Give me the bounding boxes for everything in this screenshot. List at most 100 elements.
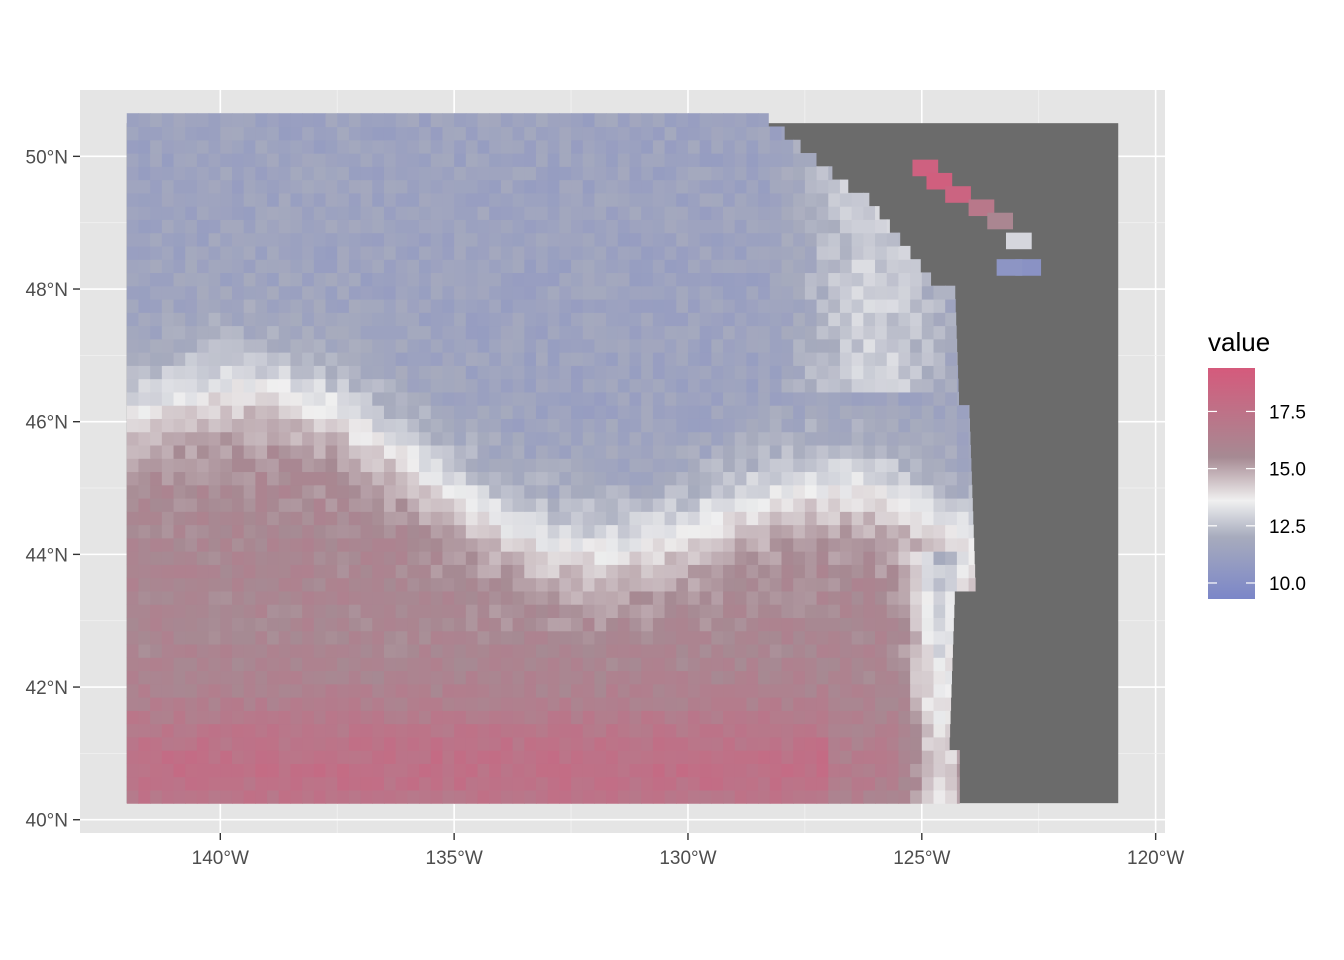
raster-cell xyxy=(804,537,818,552)
raster-cell xyxy=(699,139,712,154)
raster-cell xyxy=(231,352,245,366)
raster-cell xyxy=(489,484,502,499)
raster-cell xyxy=(313,524,327,539)
raster-cell xyxy=(746,683,759,698)
raster-cell xyxy=(185,484,198,499)
raster-cell xyxy=(968,511,974,526)
raster-cell xyxy=(454,259,467,274)
raster-cell xyxy=(746,245,759,260)
raster-cell xyxy=(325,736,338,751)
raster-cell xyxy=(442,551,455,565)
raster-cell xyxy=(383,126,397,141)
raster-cell xyxy=(255,458,268,473)
raster-cell xyxy=(851,431,864,446)
raster-cell xyxy=(921,683,935,698)
raster-cell xyxy=(430,736,444,751)
raster-cell xyxy=(161,537,175,552)
raster-cell xyxy=(489,418,502,433)
raster-cell xyxy=(185,736,198,751)
raster-cell xyxy=(360,325,373,340)
raster-cell xyxy=(804,352,818,366)
raster-cell xyxy=(629,338,642,353)
raster-cell xyxy=(442,245,455,260)
raster-cell xyxy=(535,511,549,526)
raster-cell xyxy=(559,219,572,234)
raster-cell xyxy=(606,763,619,778)
raster-cell xyxy=(419,723,432,738)
raster-cell xyxy=(664,458,677,473)
raster-cell xyxy=(875,763,888,778)
raster-cell xyxy=(407,179,420,194)
raster-cell xyxy=(769,431,783,446)
raster-cell xyxy=(652,312,666,327)
raster-cell xyxy=(243,511,256,526)
raster-cell xyxy=(804,497,818,512)
raster-cell xyxy=(687,497,701,512)
raster-cell xyxy=(290,511,303,526)
raster-cell xyxy=(571,378,584,393)
raster-cell xyxy=(465,564,479,579)
raster-cell xyxy=(629,192,642,207)
raster-cell xyxy=(676,219,689,234)
raster-cell xyxy=(793,298,806,313)
raster-cell xyxy=(875,630,888,645)
raster-cell xyxy=(559,564,572,579)
raster-cell xyxy=(348,484,362,499)
raster-cell xyxy=(676,511,689,526)
raster-cell xyxy=(419,245,432,260)
raster-cell xyxy=(711,166,724,181)
raster-cell xyxy=(243,206,256,220)
raster-cell xyxy=(255,405,268,419)
raster-cell xyxy=(606,418,619,433)
raster-cell xyxy=(804,657,818,672)
raster-cell xyxy=(185,471,198,486)
raster-cell xyxy=(220,643,233,658)
raster-cell xyxy=(898,418,911,433)
raster-cell xyxy=(360,365,373,380)
raster-cell xyxy=(407,551,420,565)
raster-cell xyxy=(161,657,175,672)
raster-cell xyxy=(407,378,420,393)
raster-cell xyxy=(255,471,268,486)
raster-cell xyxy=(231,139,245,154)
raster-cell xyxy=(255,617,268,632)
raster-cell xyxy=(138,564,151,579)
raster-cell xyxy=(500,405,514,419)
raster-cell xyxy=(559,524,572,539)
raster-cell xyxy=(185,551,198,565)
raster-cell xyxy=(290,670,303,685)
raster-cell xyxy=(769,325,783,340)
raster-cell xyxy=(687,232,701,247)
raster-cell xyxy=(290,444,303,459)
raster-cell xyxy=(571,245,584,260)
raster-cell xyxy=(793,365,806,380)
raster-cell xyxy=(372,484,385,499)
raster-cell xyxy=(606,206,619,220)
raster-cell xyxy=(769,272,783,287)
raster-cell xyxy=(489,497,502,512)
raster-cell xyxy=(430,365,444,380)
raster-cell xyxy=(898,391,911,406)
raster-cell xyxy=(442,736,455,751)
raster-cell xyxy=(851,285,864,300)
raster-cell xyxy=(828,405,841,419)
raster-cell xyxy=(489,577,502,592)
raster-cell xyxy=(173,418,186,433)
raster-cell xyxy=(571,590,584,605)
raster-cell xyxy=(360,378,373,393)
raster-cell xyxy=(851,617,864,632)
raster-cell xyxy=(126,113,140,128)
raster-cell xyxy=(290,590,303,605)
raster-cell xyxy=(617,232,631,247)
raster-cell xyxy=(664,471,677,486)
raster-cell xyxy=(571,763,584,778)
raster-cell xyxy=(746,378,759,393)
raster-cell xyxy=(898,312,911,327)
raster-cell xyxy=(769,604,783,618)
raster-cell xyxy=(383,325,397,340)
raster-cell xyxy=(325,259,338,274)
raster-cell xyxy=(898,604,911,618)
raster-cell xyxy=(734,418,748,433)
raster-cell xyxy=(500,179,514,194)
raster-cell xyxy=(302,643,315,658)
